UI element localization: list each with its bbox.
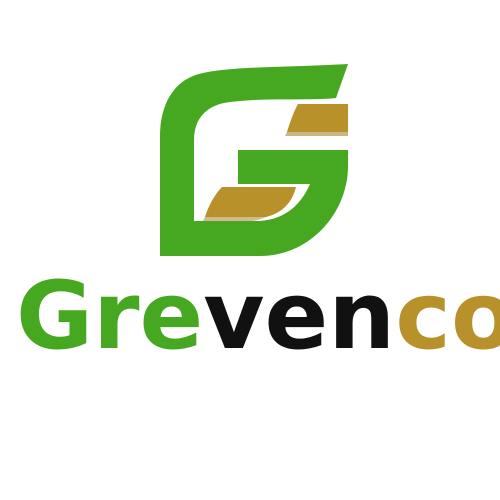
brand-wordmark-gold: co — [395, 262, 500, 371]
leaf-g-icon — [160, 64, 348, 256]
top-gold-bar-shadow — [285, 132, 348, 136]
top-gold-bar — [287, 104, 348, 132]
bottom-gold-bar-shadow — [203, 217, 266, 221]
brand-wordmark: Grevenco — [16, 262, 500, 372]
bottom-gold-bar — [205, 187, 296, 217]
brand-wordmark-green: Gre — [16, 262, 204, 371]
brand-wordmark-black: ven — [203, 262, 396, 371]
leaf-g-green-shape — [160, 64, 348, 256]
